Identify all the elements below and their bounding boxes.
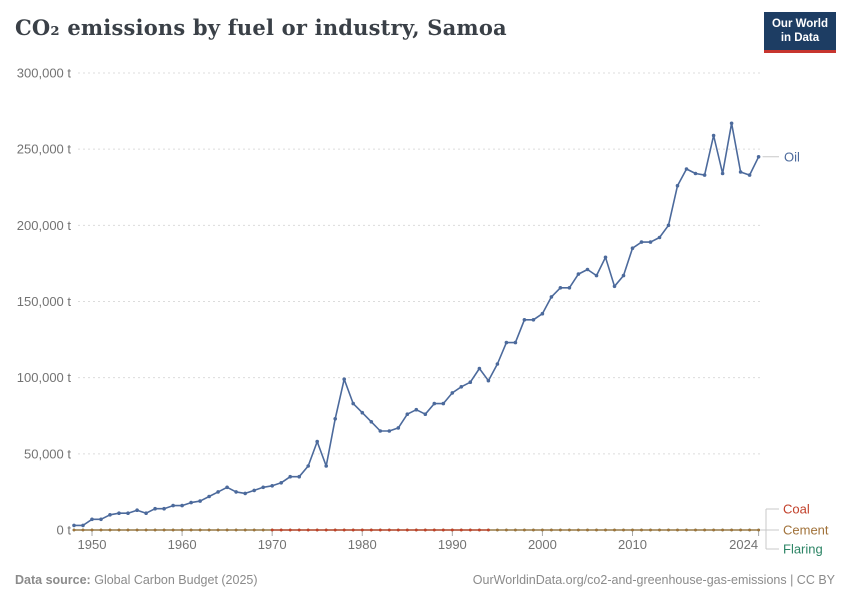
series-markers-oil xyxy=(72,121,761,528)
legend-bracket xyxy=(760,509,767,549)
data-source-label: Data source: xyxy=(15,573,91,587)
owid-logo-line2: in Data xyxy=(780,32,820,45)
y-axis-label: 300,000 t xyxy=(17,66,72,81)
owid-logo-line1: Our World xyxy=(771,18,828,30)
owid-logo[interactable]: Our World in Data xyxy=(763,12,836,53)
x-axis-label: 2024 xyxy=(729,537,758,552)
x-axis-label: 2000 xyxy=(528,537,557,552)
x-axis-label: 1960 xyxy=(168,537,197,552)
legend-label-flaring[interactable]: Flaring xyxy=(783,542,823,557)
y-axis-label: 150,000 t xyxy=(17,294,72,309)
y-axis-label: 0 t xyxy=(57,523,72,538)
series-line-oil[interactable] xyxy=(74,122,760,527)
series-markers-coal xyxy=(270,528,490,532)
credit-url[interactable]: OurWorldinData.org/co2-and-greenhouse-ga… xyxy=(472,573,835,587)
legend-label-coal[interactable]: Coal xyxy=(783,502,810,517)
legend-label-cement[interactable]: Cement xyxy=(783,523,829,538)
x-axis-label: 1950 xyxy=(78,537,107,552)
x-axis-label: 1970 xyxy=(258,537,287,552)
x-axis-label: 1980 xyxy=(348,537,377,552)
y-axis-label: 250,000 t xyxy=(17,142,72,157)
data-source-note: Data source: Global Carbon Budget (2025) xyxy=(15,573,258,587)
y-axis-label: 100,000 t xyxy=(17,370,72,385)
y-axis-label: 50,000 t xyxy=(24,446,71,461)
chart-footer: Data source: Global Carbon Budget (2025)… xyxy=(15,573,835,587)
x-axis-label: 1990 xyxy=(438,537,467,552)
y-axis-label: 200,000 t xyxy=(17,218,72,233)
data-source-value: Global Carbon Budget (2025) xyxy=(94,573,258,587)
page-title: CO₂ emissions by fuel or industry, Samoa xyxy=(15,15,507,40)
legend-label-oil[interactable]: Oil xyxy=(784,149,800,164)
x-axis-label: 2010 xyxy=(618,537,647,552)
